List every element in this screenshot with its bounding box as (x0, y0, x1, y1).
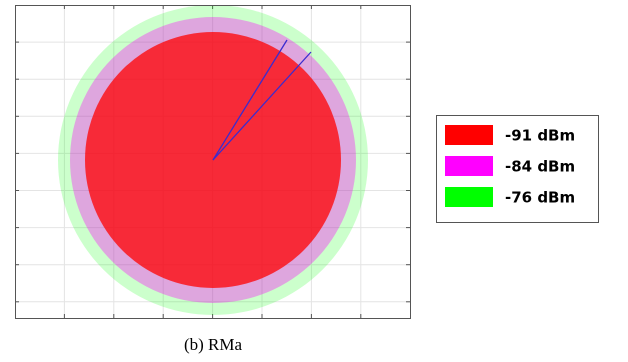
legend-swatch (445, 125, 493, 145)
legend-swatch (445, 187, 493, 207)
caption: (b) RMa (184, 335, 243, 354)
legend-label: -76 dBm (505, 189, 575, 207)
plot-frame (15, 5, 411, 319)
legend: -91 dBm -84 dBm -76 dBm (445, 125, 575, 207)
beam-edge (212, 39, 288, 161)
beam-edge (212, 51, 312, 161)
legend-label: -91 dBm (505, 127, 575, 145)
legend-label: -84 dBm (505, 158, 575, 176)
legend-swatch (445, 156, 493, 176)
